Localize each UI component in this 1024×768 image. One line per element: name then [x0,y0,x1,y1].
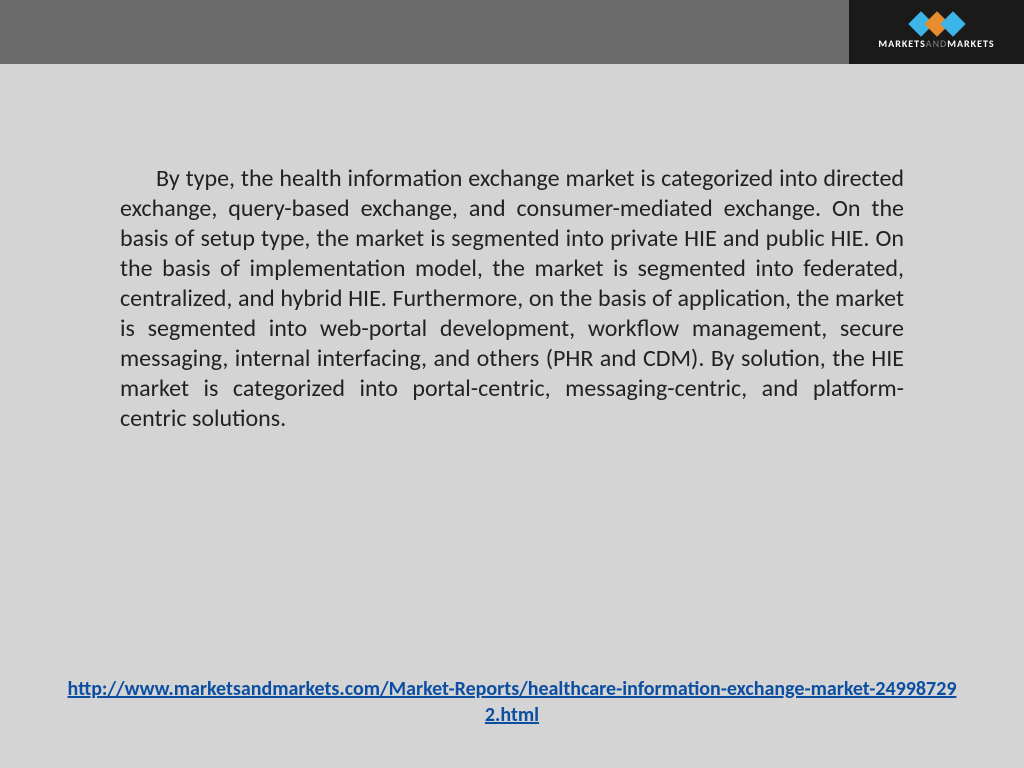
logo-text-right: MARKETS [947,37,994,50]
logo-text-left: MARKETS [878,37,925,50]
footer-link-container: http://www.marketsandmarkets.com/Market-… [0,676,1024,728]
logo-text-mid: AND [926,37,947,50]
body-paragraph: By type, the health information exchange… [120,164,904,434]
logo-diamonds [913,15,961,33]
content-area: By type, the health information exchange… [0,64,1024,454]
header-bar: MARKETSANDMARKETS [0,0,1024,64]
logo-text: MARKETSANDMARKETS [878,37,994,50]
source-link[interactable]: http://www.marketsandmarkets.com/Market-… [68,677,957,727]
brand-logo: MARKETSANDMARKETS [849,0,1024,64]
diamond-icon [940,11,965,36]
